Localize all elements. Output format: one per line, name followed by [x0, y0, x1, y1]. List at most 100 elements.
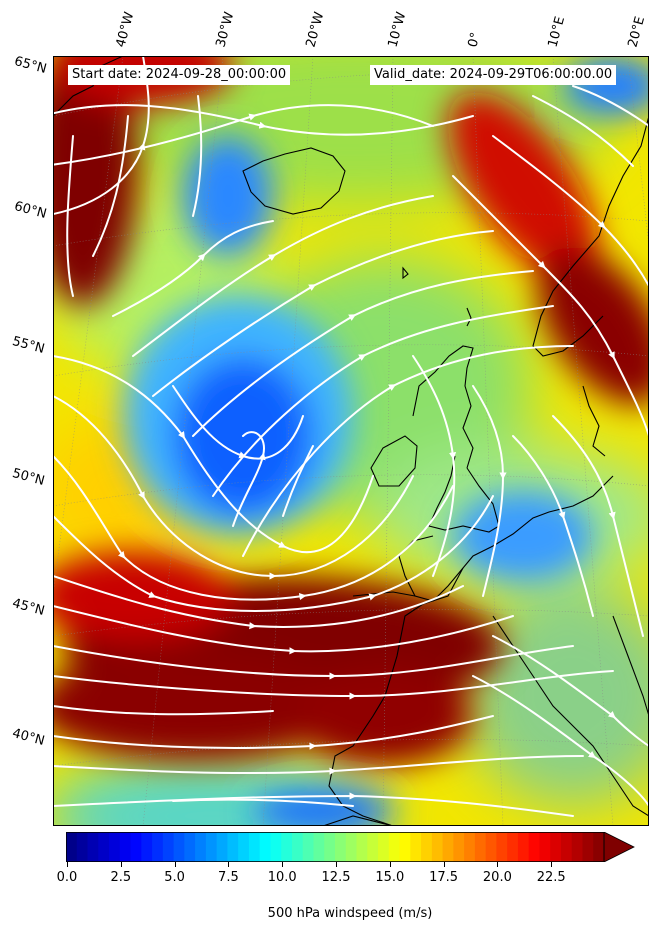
colorbar-cell	[453, 832, 465, 862]
colorbar-cell	[205, 832, 218, 862]
colorbar-tick-label: 15.0	[375, 870, 405, 885]
colorbar-tick-label: 20.0	[482, 870, 512, 885]
ireland-coast	[370, 435, 418, 487]
colorbar-cell	[109, 832, 121, 862]
colorbar-cells	[66, 832, 605, 862]
colorbar-cell	[593, 832, 605, 862]
colorbar-cell	[571, 832, 584, 862]
colorbar-tick-label: 5.0	[164, 870, 185, 885]
lat-label-40n: 40°N	[10, 726, 47, 749]
colorbar-tick-mark	[174, 862, 176, 867]
lat-label-50n: 50°N	[10, 466, 47, 489]
colorbar-cell	[485, 832, 497, 862]
colorbar-cell	[528, 832, 541, 862]
north-africa-coast	[322, 815, 394, 826]
colorbar-cell	[119, 832, 132, 862]
colorbar-cell	[162, 832, 175, 862]
colorbar-cell	[130, 832, 142, 862]
colorbar-cell	[313, 832, 325, 862]
colorbar	[66, 831, 636, 863]
faroe-islands	[402, 266, 409, 280]
colorbar-tick-mark	[336, 862, 337, 867]
colorbar-tick-mark	[389, 862, 391, 867]
colorbar-cell	[431, 832, 444, 862]
jutland-coast	[582, 385, 606, 457]
colorbar-cell	[496, 832, 508, 862]
colorbar-tick-label: 10.0	[267, 870, 297, 885]
colorbar-label: 500 hPa windspeed (m/s)	[267, 906, 433, 921]
colorbar-tick-mark	[67, 862, 68, 867]
colorbar-cell	[421, 832, 433, 862]
lon-label-40w: 40°W	[113, 10, 138, 49]
iceland-coast	[242, 147, 346, 215]
colorbar-cell	[270, 832, 282, 862]
greenland-coast	[53, 56, 124, 117]
colorbar-cell	[550, 832, 562, 862]
colorbar-tick-label: 2.5	[110, 870, 132, 885]
colorbar-cell	[517, 832, 530, 862]
colorbar-cell	[248, 832, 261, 862]
colorbar-tick-mark	[228, 862, 230, 867]
colorbar-cell	[474, 832, 487, 862]
colorbar-cell	[302, 832, 315, 862]
colorbar-cell	[410, 832, 422, 862]
windspeed-map	[53, 56, 649, 826]
colorbar-cell	[378, 832, 390, 862]
colorbar-cell	[98, 832, 110, 862]
colorbar-cell	[184, 832, 196, 862]
lon-label-0: 0°	[465, 30, 484, 49]
colorbar-cell	[227, 832, 239, 862]
streamlines	[53, 56, 649, 817]
colorbar-cell	[335, 832, 347, 862]
lon-label-30w: 30°W	[213, 10, 238, 49]
colorbar-cell	[356, 832, 368, 862]
colorbar-cell	[173, 832, 185, 862]
lat-label-55n: 55°N	[10, 334, 47, 357]
colorbar-cell	[238, 832, 250, 862]
valid-date-label: Valid_date: 2024-09-29T06:00:00.00	[370, 65, 617, 85]
colorbar-cell	[560, 832, 573, 862]
colorbar-cell	[464, 832, 476, 862]
colorbar-tick-mark	[551, 862, 553, 867]
colorbar-cell	[216, 832, 228, 862]
lat-label-45n: 45°N	[10, 596, 47, 619]
colorbar-cell	[281, 832, 293, 862]
colorbar-cell	[345, 832, 358, 862]
colorbar-tick-mark	[497, 862, 499, 867]
colorbar-cell	[399, 832, 411, 862]
mediterranean-coast	[492, 615, 649, 817]
colorbar-tick-label: 22.5	[536, 870, 566, 885]
lon-label-10e: 10°E	[545, 14, 569, 50]
colorbar-tick-label: 7.5	[218, 870, 239, 885]
colorbar-cell	[507, 832, 519, 862]
colorbar-cell	[388, 832, 401, 862]
colorbar-cell	[76, 832, 89, 862]
colorbar-tick-label: 12.5	[321, 870, 351, 885]
colorbar-cell	[442, 832, 454, 862]
lon-label-20w: 20°W	[303, 10, 328, 49]
colorbar-tick-label: 0.0	[56, 870, 78, 885]
colorbar-cell	[66, 832, 78, 862]
colorbar-cell	[539, 832, 551, 862]
lat-label-65n: 65°N	[12, 54, 49, 77]
italy-coast	[612, 615, 649, 717]
colorbar-cell	[195, 832, 207, 862]
colorbar-cell	[291, 832, 304, 862]
lon-label-10w: 10°W	[385, 10, 410, 49]
colorbar-tick-mark	[282, 862, 284, 867]
lon-label-20e: 20°E	[625, 14, 649, 50]
colorbar-cell	[152, 832, 164, 862]
colorbar-cell	[259, 832, 272, 862]
colorbar-cell	[367, 832, 379, 862]
shetland-islands	[466, 307, 472, 327]
colorbar-cell	[582, 832, 594, 862]
colorbar-cell	[324, 832, 336, 862]
colorbar-tick-mark	[120, 862, 122, 867]
colorbar-tick-mark	[443, 862, 445, 867]
start-date-label: Start date: 2024-09-28_00:00:00	[68, 65, 291, 85]
colorbar-cell	[141, 832, 153, 862]
windspeed-field	[53, 56, 649, 826]
colorbar-tick-label: 17.5	[429, 870, 459, 885]
colorbar-extend-arrow	[603, 831, 635, 863]
colorbar-cell	[87, 832, 99, 862]
